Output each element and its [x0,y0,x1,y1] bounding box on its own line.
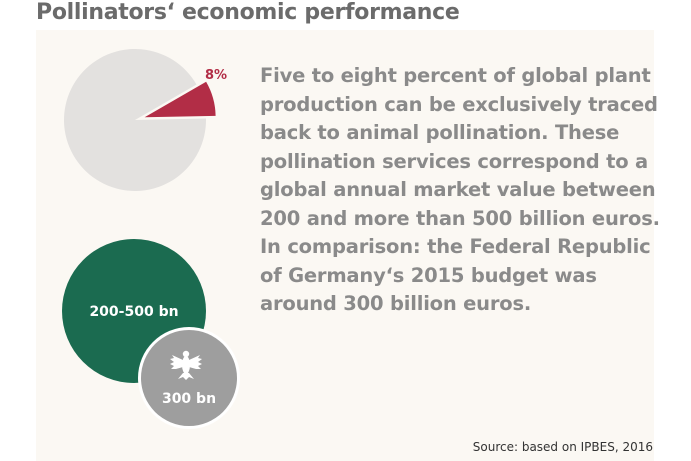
pie-slice-pollination [144,81,216,118]
federal-eagle-icon [170,350,202,380]
description-line: In comparison: the Federal Republic [260,235,651,258]
page-title: Pollinators‘ economic performance [36,0,460,25]
description-line: Five to eight percent of global plant [260,64,651,87]
pie-slice-label: 8% [205,68,227,83]
description-line: 200 and more than 500 billion euros. [260,206,660,230]
bubble-chart: 200-500 bn 300 bn [62,239,240,429]
pollination-value-label: 200-500 bn [89,304,178,320]
description-line: global annual market value between [260,178,656,201]
budget-value-circle [141,330,237,426]
budget-value-label: 300 bn [162,391,216,407]
description-line: around 300 billion euros. [260,292,532,315]
pie-slice-remaining [64,48,206,191]
description-line: pollination services correspond to a [260,149,649,173]
pie-chart: 8% [64,48,227,191]
description-line: back to animal pollination. These [260,121,620,144]
description-text: Five to eight percent of global plant pr… [260,62,660,319]
description-line: of Germany‘s 2015 budget was [260,263,597,287]
source-note: Source: based on IPBES, 2016 [472,440,653,454]
description-line: production can be exclusively traced [260,92,658,116]
